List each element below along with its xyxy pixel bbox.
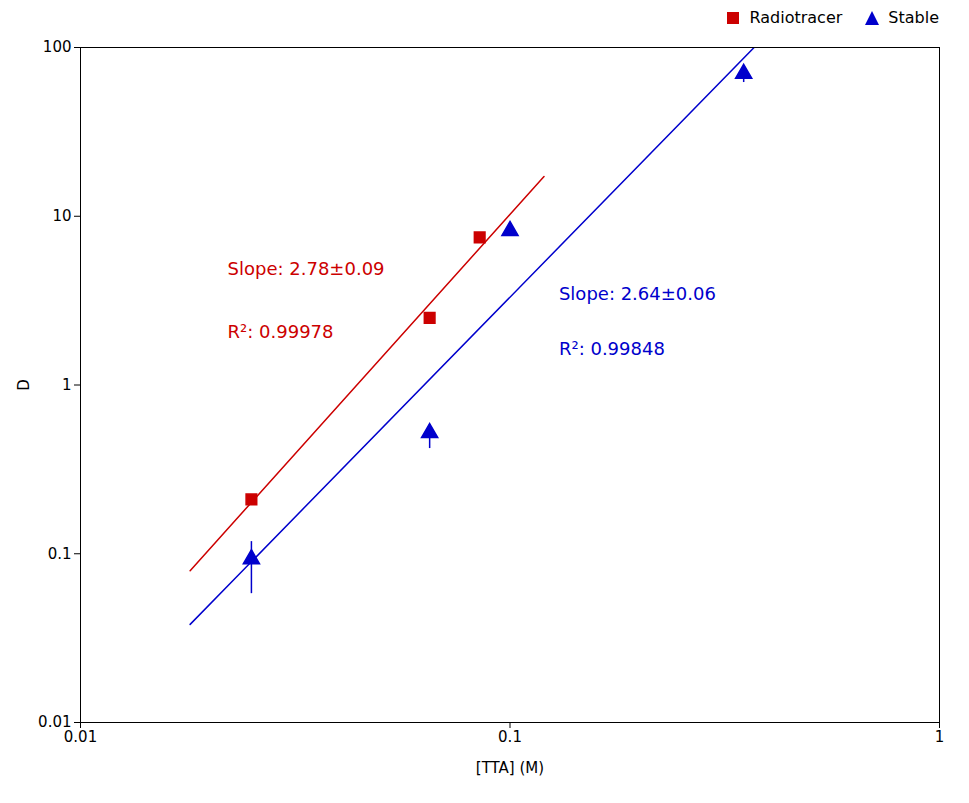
svg-text:R²: 0.99978: R²: 0.99978	[228, 321, 334, 342]
svg-text:0.1: 0.1	[498, 728, 522, 746]
svg-text:0.1: 0.1	[48, 545, 72, 563]
html-text:Radiotracer: Radiotracer	[749, 8, 843, 27]
svg-text:R²: 0.99848: R²: 0.99848	[559, 338, 665, 359]
svg-text:Slope: 2.64±0.06: Slope: 2.64±0.06	[559, 283, 716, 304]
svg-text:1: 1	[935, 728, 945, 746]
svg-text:[TTA] (M): [TTA] (M)	[476, 759, 544, 777]
svg-text:0.01: 0.01	[38, 713, 72, 732]
svg-text:100: 100	[43, 38, 72, 56]
svg-text:1: 1	[62, 376, 72, 394]
svg-text:Slope: 2.78±0.09: Slope: 2.78±0.09	[228, 258, 385, 279]
svg-text:D: D	[15, 379, 33, 391]
svg-text:10: 10	[52, 207, 71, 225]
svg-text:0.01: 0.01	[64, 728, 97, 746]
html-text:Stable: Stable	[888, 8, 939, 27]
